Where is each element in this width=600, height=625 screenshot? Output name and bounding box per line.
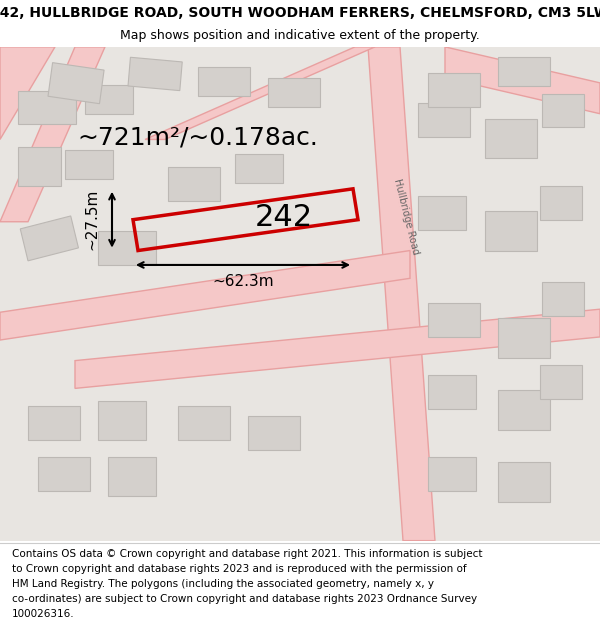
Bar: [198, 68, 250, 96]
Polygon shape: [445, 47, 600, 114]
Bar: [168, 168, 220, 201]
Bar: [498, 57, 550, 86]
Polygon shape: [0, 47, 55, 139]
Polygon shape: [0, 251, 410, 340]
Bar: [38, 458, 90, 491]
Text: ~62.3m: ~62.3m: [212, 274, 274, 289]
Polygon shape: [75, 309, 600, 388]
Text: 242: 242: [254, 203, 313, 232]
Text: 100026316.: 100026316.: [12, 609, 74, 619]
Bar: [65, 150, 113, 179]
Bar: [542, 282, 584, 316]
Bar: [485, 211, 537, 251]
Bar: [498, 462, 550, 501]
Bar: [540, 365, 582, 399]
Bar: [428, 72, 480, 106]
Text: co-ordinates) are subject to Crown copyright and database rights 2023 Ordnance S: co-ordinates) are subject to Crown copyr…: [12, 594, 477, 604]
Bar: [18, 147, 61, 186]
Bar: [418, 104, 470, 138]
Polygon shape: [0, 47, 105, 222]
Bar: [235, 154, 283, 182]
Bar: [128, 58, 182, 91]
Bar: [542, 94, 584, 127]
Text: ~27.5m: ~27.5m: [85, 189, 100, 251]
Text: ~721m²/~0.178ac.: ~721m²/~0.178ac.: [77, 126, 319, 149]
Text: HM Land Registry. The polygons (including the associated geometry, namely x, y: HM Land Registry. The polygons (includin…: [12, 579, 434, 589]
Text: Hullbridge Road: Hullbridge Road: [392, 177, 421, 256]
Text: Contains OS data © Crown copyright and database right 2021. This information is : Contains OS data © Crown copyright and d…: [12, 549, 482, 559]
Bar: [428, 458, 476, 491]
Bar: [48, 62, 104, 104]
Bar: [428, 303, 480, 337]
Bar: [178, 406, 230, 440]
Text: 242, HULLBRIDGE ROAD, SOUTH WOODHAM FERRERS, CHELMSFORD, CM3 5LW: 242, HULLBRIDGE ROAD, SOUTH WOODHAM FERR…: [0, 6, 600, 20]
Bar: [485, 119, 537, 158]
Bar: [28, 406, 80, 440]
Bar: [98, 401, 146, 440]
Bar: [498, 318, 550, 357]
Bar: [540, 186, 582, 219]
Polygon shape: [145, 47, 375, 139]
Text: Map shows position and indicative extent of the property.: Map shows position and indicative extent…: [120, 29, 480, 42]
Bar: [248, 416, 300, 450]
Bar: [85, 85, 133, 114]
Bar: [428, 375, 476, 409]
Bar: [498, 391, 550, 429]
Bar: [268, 78, 320, 106]
Bar: [20, 216, 79, 261]
Bar: [18, 91, 76, 124]
Bar: [418, 196, 466, 230]
Polygon shape: [368, 47, 435, 541]
Text: to Crown copyright and database rights 2023 and is reproduced with the permissio: to Crown copyright and database rights 2…: [12, 564, 467, 574]
Bar: [98, 231, 156, 265]
Bar: [108, 458, 156, 496]
